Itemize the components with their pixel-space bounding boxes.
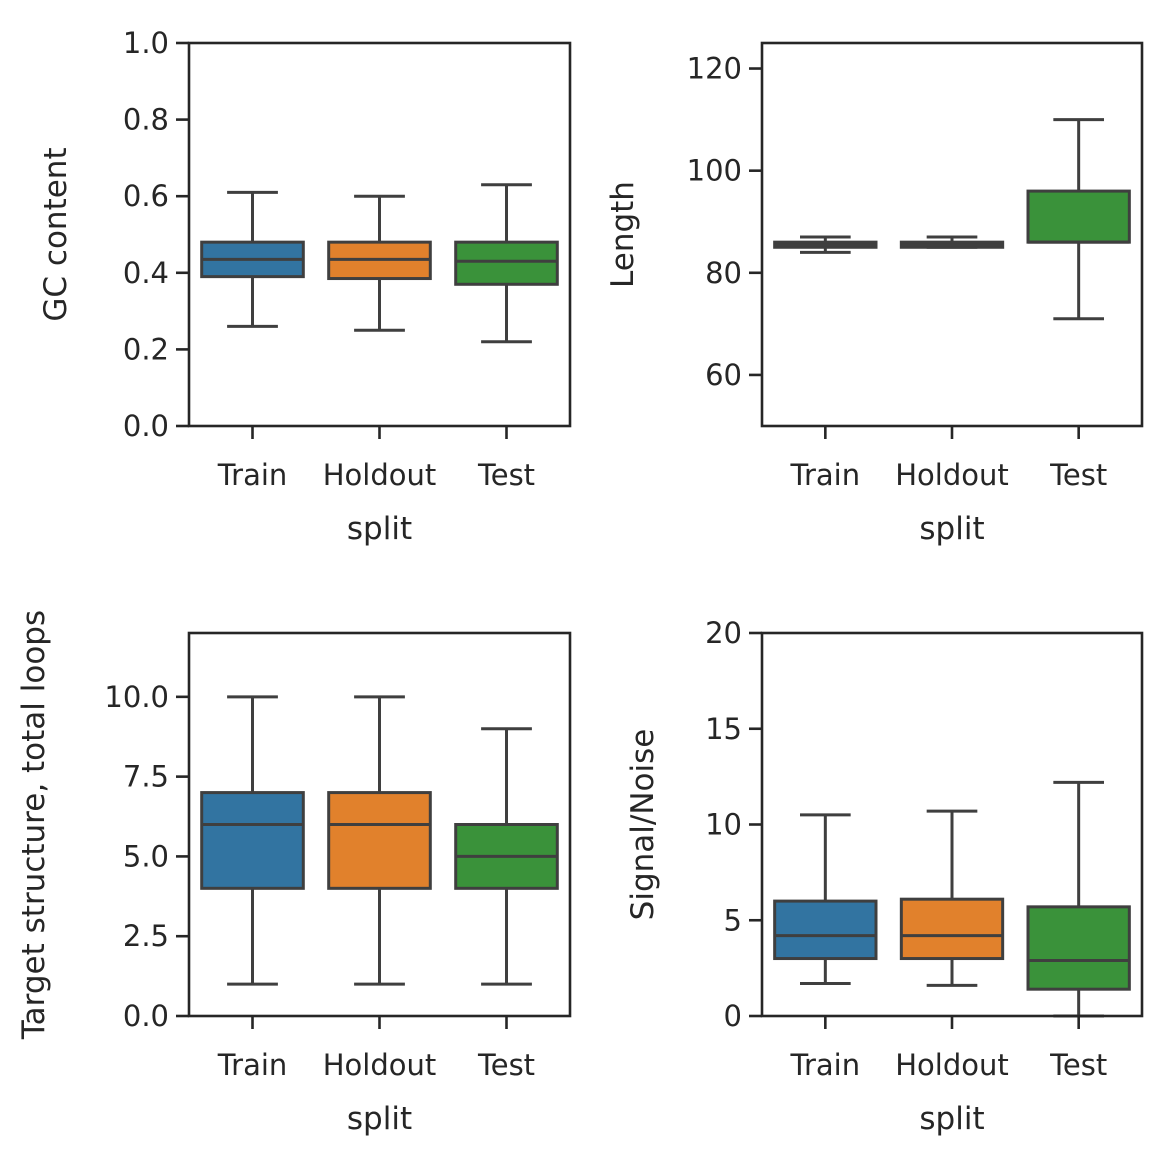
x-axis-label: split: [347, 1101, 412, 1137]
x-tick-label-train: Train: [217, 458, 288, 492]
y-axis-label: Signal/Noise: [625, 729, 661, 921]
box-holdout: [899, 897, 1005, 961]
y-tick-label: 0.4: [123, 256, 169, 290]
box-test: [454, 240, 559, 286]
x-tick-label-train: Train: [790, 1048, 861, 1082]
chart-panel-2: 60 80 100 120 Train Holdout Test split Length: [605, 41, 1144, 547]
y-tick-label: 0.2: [123, 332, 169, 366]
box-test: [1026, 189, 1131, 244]
y-tick-label: 5: [724, 903, 742, 937]
y-tick-label: 60: [705, 358, 742, 392]
y-tick-label: 5.0: [123, 839, 169, 873]
y-tick-label: 0.6: [123, 179, 169, 213]
x-axis-label: split: [919, 511, 984, 547]
x-tick-label-holdout: Holdout: [895, 458, 1009, 492]
y-tick-label: 0.8: [123, 103, 169, 137]
box-train: [773, 899, 878, 961]
y-tick-label: 1.0: [123, 26, 169, 60]
x-tick-label-holdout: Holdout: [895, 1048, 1009, 1082]
box-train: [200, 791, 305, 890]
y-tick-label: 2.5: [123, 919, 169, 953]
x-axis-label: split: [347, 511, 412, 547]
y-axis-label: Length: [605, 181, 641, 288]
chart-panel-4: 0 5 10 15 20 Train Holdout Test split Signal/Nois…: [625, 616, 1144, 1137]
y-tick-label: 120: [687, 52, 742, 86]
y-tick-label: 10.0: [104, 680, 169, 714]
y-axis-label: GC content: [38, 147, 74, 321]
y-tick-label: 7.5: [123, 760, 169, 794]
y-tick-label: 10: [705, 808, 742, 842]
x-tick-label-holdout: Holdout: [323, 458, 437, 492]
chart-panel-1: 0.0 0.2 0.4 0.6 0.8 1.0 Train Holdout Test split G…: [38, 26, 572, 547]
y-tick-label: 15: [705, 712, 742, 746]
y-tick-label: 80: [705, 256, 742, 290]
box-holdout: [327, 791, 432, 890]
y-tick-label: 20: [705, 616, 742, 650]
x-tick-label-test: Test: [1049, 1048, 1107, 1082]
x-tick-label-train: Train: [790, 458, 861, 492]
box-test: [1026, 905, 1131, 991]
x-tick-label-test: Test: [477, 458, 535, 492]
y-axis-label: Target structure, total loops: [16, 610, 52, 1040]
chart-panel-3: 0.0 2.5 5.0 7.5 10.0 Train Holdout Test split Tar…: [16, 610, 572, 1137]
y-tick-label: 0: [724, 999, 742, 1033]
x-tick-label-holdout: Holdout: [323, 1048, 437, 1082]
y-tick-label: 0.0: [123, 409, 169, 443]
x-tick-label-test: Test: [1049, 458, 1107, 492]
x-axis-label: split: [919, 1101, 984, 1137]
y-tick-label: 100: [687, 154, 742, 188]
y-tick-label: 0.0: [123, 999, 169, 1033]
x-tick-label-train: Train: [217, 1048, 288, 1082]
x-tick-label-test: Test: [477, 1048, 535, 1082]
